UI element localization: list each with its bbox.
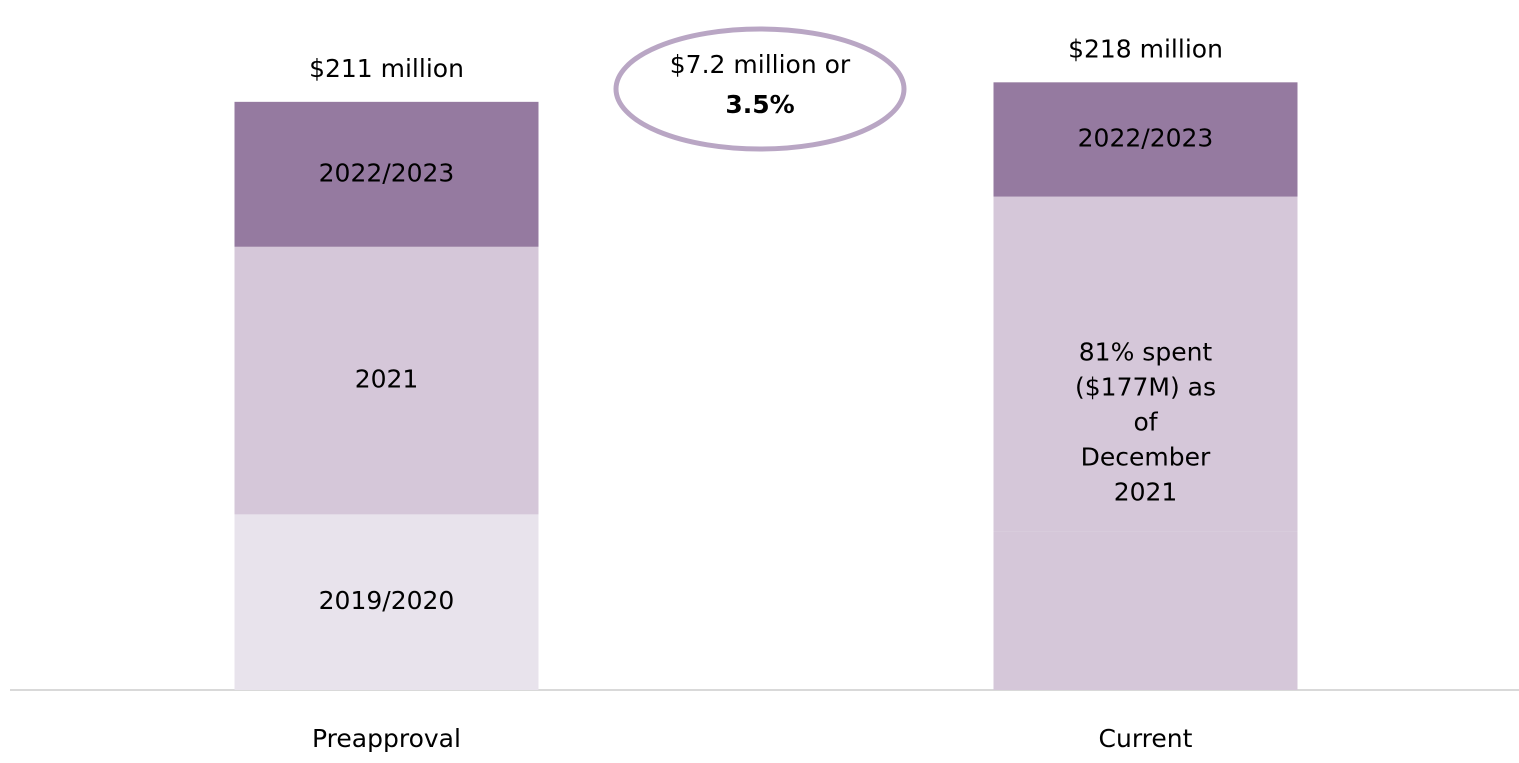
segment-label: 2022/2023 xyxy=(319,158,455,187)
annotation-line: 81% spent xyxy=(1079,337,1213,366)
segment-label: 2021 xyxy=(355,365,419,394)
x-tick-label: Current xyxy=(1099,724,1193,753)
bar-segment xyxy=(993,82,1298,197)
segment-label: 2022/2023 xyxy=(1078,123,1214,152)
x-tick-label: Preapproval xyxy=(312,724,461,753)
callout-text: $7.2 million or xyxy=(670,50,851,79)
bar-segment xyxy=(993,531,1298,690)
bar-segment xyxy=(234,514,539,690)
bar-segment xyxy=(234,246,539,515)
segment-label: 2019/2020 xyxy=(319,586,455,615)
total-label: $218 million xyxy=(1068,34,1223,63)
annotation-line: 2021 xyxy=(1114,477,1178,506)
callout-highlight: 3.5% xyxy=(725,90,794,119)
callout-ellipse xyxy=(613,26,907,152)
bar-segment xyxy=(993,196,1298,532)
annotation-line: ($177M) as xyxy=(1075,372,1216,401)
bar-segment xyxy=(234,101,539,247)
annotation-line: of xyxy=(1133,407,1158,436)
annotation-line: December xyxy=(1081,442,1211,471)
callout: $7.2 million or 3.5% xyxy=(613,26,907,152)
total-label: $211 million xyxy=(309,54,464,83)
